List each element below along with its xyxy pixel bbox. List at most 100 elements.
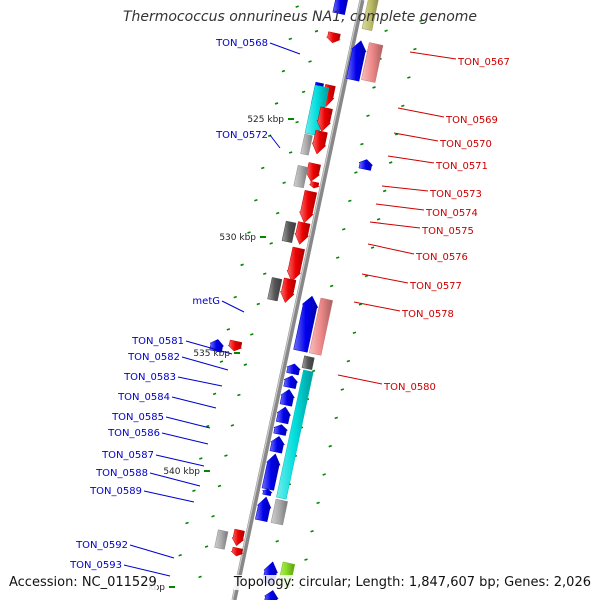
scale-dot-left-outer <box>304 558 308 561</box>
scale-dot-left-outer <box>370 246 375 249</box>
gene-label-TON_0585: TON_0585 <box>111 412 164 423</box>
label-leader-line <box>387 155 435 164</box>
gene-label-TON_0592: TON_0592 <box>75 540 128 551</box>
label-leader-line <box>177 376 223 387</box>
gene-block-gray-2 <box>293 165 309 189</box>
scale-dot-left-outer <box>352 331 357 334</box>
gene-TON_0575-block <box>299 190 318 224</box>
scale-dot-right-outer <box>204 545 209 548</box>
scale-dot-left-inner <box>372 86 376 89</box>
scale-dot-right-far <box>254 199 258 202</box>
label-leader-line <box>409 51 457 60</box>
scale-dot-left-outer <box>316 501 320 505</box>
gene-TON_0580-block <box>227 339 243 352</box>
scale-dot-right-far <box>274 102 279 105</box>
scale-dot-left-outer <box>419 19 423 23</box>
label-leader-line <box>155 454 205 467</box>
scale-dot-right-outer <box>282 181 286 185</box>
gene-TON_0571-block <box>311 129 328 155</box>
label-leader-line <box>337 374 383 385</box>
gene-block-blue <box>332 0 348 15</box>
genome-summary: Topology: circular; Length: 1,847,607 bp… <box>233 575 591 590</box>
gene-label-TON_0576: TON_0576 <box>415 252 468 263</box>
label-leader-line <box>181 356 229 371</box>
scale-dot-right-far <box>226 328 231 331</box>
scale-dot-right-far <box>185 521 189 525</box>
scale-dot-right-far <box>261 166 265 170</box>
scale-dot-right-outer <box>301 90 306 94</box>
scale-dot-right-far <box>288 37 293 41</box>
gene-label-TON_0573: TON_0573 <box>429 189 482 200</box>
scale-dot-right-far <box>219 360 224 363</box>
label-leader-line <box>361 273 409 284</box>
label-leader-line <box>165 416 211 429</box>
gene-block-gray <box>300 133 313 156</box>
scale-dot-left-inner <box>335 256 340 259</box>
gene-label-TON_0582: TON_0582 <box>127 352 180 363</box>
gene-label-TON_0570: TON_0570 <box>439 139 492 150</box>
scale-dot-right-outer <box>217 484 222 488</box>
label-leader-line <box>143 490 195 503</box>
scale-tick-label: 540 kbp <box>163 467 200 477</box>
scale-dot-left-outer <box>401 104 405 108</box>
label-leader-line <box>369 221 421 229</box>
scale-dot-right-far <box>192 489 196 492</box>
scale-dot-left-outer <box>328 444 332 448</box>
gene-TON_0589-block <box>255 496 272 522</box>
scale-dot-left-outer <box>310 530 314 533</box>
scale-dot-left-outer <box>382 189 387 193</box>
scale-dot-right-far <box>295 5 299 8</box>
scale-dot-right-far <box>240 263 244 267</box>
scale-dot-left-outer <box>334 416 339 420</box>
map-title: Thermococcus onnurineus NA1, complete ge… <box>122 9 478 25</box>
scale-dot-right-outer <box>250 333 254 336</box>
scale-dot-right-outer <box>211 515 215 518</box>
label-leader-line <box>185 340 233 355</box>
label-leader-line <box>397 107 445 118</box>
gene-block-gray-low <box>214 529 229 550</box>
scale-dot-left-inner <box>311 369 316 373</box>
gene-label-TON_0578: TON_0578 <box>401 309 454 320</box>
gene-metG-pink <box>308 297 333 356</box>
scale-dot-right-outer <box>269 242 273 245</box>
gene-TON_0567-block <box>325 31 342 44</box>
scale-dot-left-outer <box>388 161 393 164</box>
scale-dot-right-outer <box>237 393 241 397</box>
label-leader-line <box>129 544 175 559</box>
scale-dot-right-outer <box>243 363 248 366</box>
label-leader-line <box>381 185 429 192</box>
gene-block-pink <box>361 42 384 83</box>
scale-dot-right-outer <box>262 272 267 275</box>
label-leader-line <box>149 472 201 487</box>
scale-dot-right-far <box>212 392 217 396</box>
scale-dot-left-inner <box>348 199 352 203</box>
scale-dot-right-outer <box>256 302 261 306</box>
gene-block-darkgray-2 <box>267 277 283 302</box>
gene-TON_0577-block <box>286 246 305 282</box>
gene-label-TON_0586: TON_0586 <box>107 428 160 439</box>
scale-dot-right-far <box>247 231 251 234</box>
scale-dot-left-outer <box>358 303 363 306</box>
genome-backbone-layer <box>231 0 365 600</box>
gene-block-darkgray <box>281 220 297 243</box>
label-leader-line <box>393 132 439 142</box>
label-leader-line <box>221 300 245 313</box>
scale-dot-right-outer <box>288 151 293 154</box>
label-leader-line <box>171 396 217 409</box>
genome-backbone <box>231 0 365 600</box>
gene-label-TON_0568: TON_0568 <box>215 38 268 49</box>
scale-dot-left-inner <box>275 539 279 543</box>
label-leader-line <box>375 203 425 211</box>
scale-dot-left-inner <box>342 227 346 231</box>
scale-dot-right-outer <box>230 424 235 427</box>
scale-dot-left-outer <box>322 473 326 476</box>
gene-metG-block <box>293 295 319 353</box>
gene-labels-layer: TON_0568 TON_0572 metG TON_0581 TON_0582 TON_… <box>69 38 510 577</box>
gene-block-red-low-2 <box>230 546 244 557</box>
label-leader-line <box>367 243 415 255</box>
label-leader-line <box>269 134 281 149</box>
gene-label-TON_0577: TON_0577 <box>409 281 462 292</box>
scale-dot-left-inner <box>329 284 334 288</box>
gene-label-TON_0581: TON_0581 <box>131 336 184 347</box>
